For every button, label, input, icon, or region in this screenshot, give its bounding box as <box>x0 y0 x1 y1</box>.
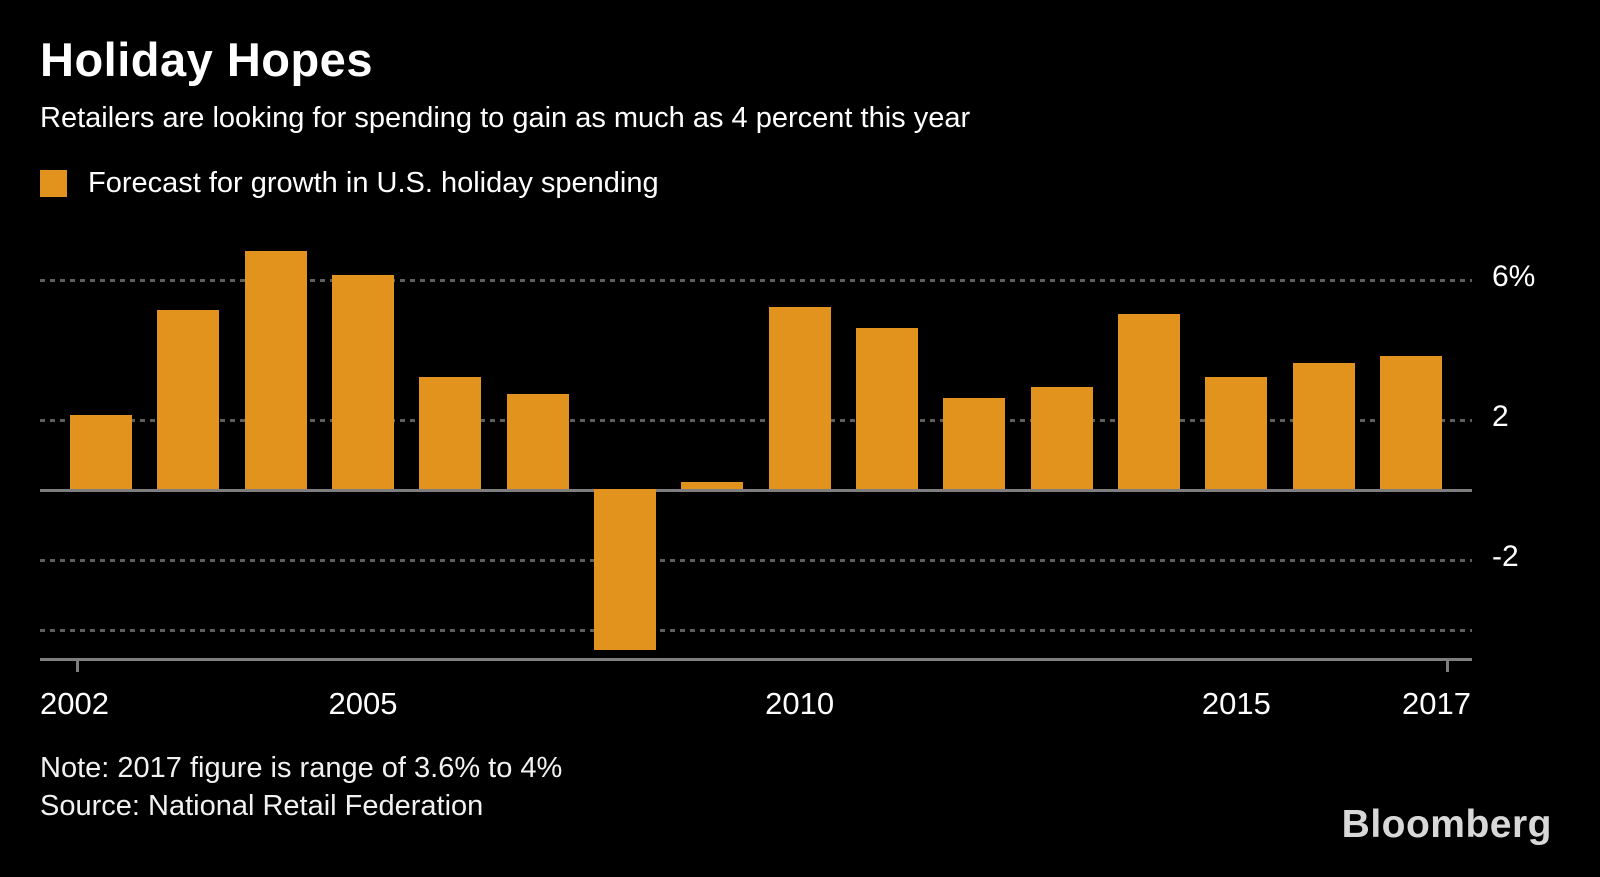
bar-2013 <box>1030 387 1093 489</box>
x-axis-line <box>40 658 1472 661</box>
x-axis-label: 2010 <box>765 686 835 721</box>
bar-2007 <box>506 394 569 489</box>
axis-tick <box>1446 658 1449 672</box>
y-axis-label: 6% <box>1492 259 1536 293</box>
y-axis-label: 2 <box>1492 399 1509 433</box>
gridline-2 <box>40 418 1472 422</box>
gridline--4 <box>40 628 1472 632</box>
gridline-6 <box>40 278 1472 282</box>
gridline--2 <box>40 558 1472 562</box>
bar-2009 <box>681 481 744 489</box>
bar-2011 <box>856 327 918 489</box>
x-axis-label: 2017 <box>1402 686 1471 721</box>
x-axis-label: 2015 <box>1201 686 1271 721</box>
bloomberg-logo: Bloomberg <box>1341 803 1552 846</box>
bar-2008 <box>594 488 656 650</box>
bar-2015 <box>1205 376 1268 489</box>
bar-2016 <box>1292 362 1355 489</box>
bar-2005 <box>332 275 394 489</box>
axis-tick <box>76 658 79 672</box>
chart-title: Holiday Hopes <box>40 33 373 86</box>
x-axis-label: 2002 <box>40 686 109 721</box>
legend-label: Forecast for growth in U.S. holiday spen… <box>88 167 659 199</box>
chart-note: Note: 2017 figure is range of 3.6% to 4% <box>40 752 563 784</box>
chart: 6% 2 -2 2002 2005 2010 2015 2017 <box>40 230 1560 750</box>
bar-2002 <box>70 415 132 489</box>
bar-2012 <box>943 397 1006 489</box>
bar-2006 <box>419 376 482 489</box>
bar-2003 <box>157 310 220 489</box>
chart-subtitle: Retailers are looking for spending to ga… <box>40 102 971 134</box>
legend: Forecast for growth in U.S. holiday spen… <box>40 167 659 200</box>
zero-line <box>40 488 1472 492</box>
bar-2010 <box>768 306 831 489</box>
plot-area <box>40 230 1472 661</box>
x-axis-label: 2005 <box>328 686 398 721</box>
bar-2017 <box>1380 355 1442 489</box>
legend-swatch-icon <box>40 170 67 197</box>
bar-2014 <box>1118 313 1180 489</box>
chart-source: Source: National Retail Federation <box>40 790 484 822</box>
y-axis-label: -2 <box>1492 539 1519 573</box>
bar-2004 <box>244 250 307 489</box>
